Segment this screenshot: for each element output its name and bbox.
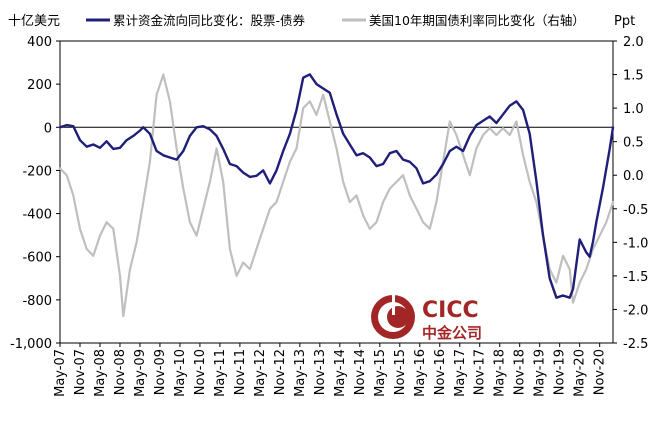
x-axis-tick-label: Nov-19 [553, 349, 568, 395]
right-axis-tick-label: -2.5 [623, 337, 648, 352]
x-axis-tick-label: Nov-15 [393, 349, 408, 395]
series-layer [58, 73, 615, 318]
x-axis-tick-label: Nov-13 [313, 349, 328, 395]
left-axis: 400 200 0 -200 -400 -600 -800 -1,000 [10, 35, 60, 352]
left-axis-unit: 十亿美元 [8, 14, 60, 29]
left-axis-tick-label: 200 [27, 78, 52, 93]
right-axis-tick-label: -1.0 [623, 236, 648, 251]
left-axis-tick-label: -600 [22, 251, 52, 266]
right-axis-tick-label: -0.5 [623, 203, 648, 218]
cicc-emblem-icon [371, 295, 415, 339]
x-axis-tick-label: May-16 [413, 349, 428, 397]
x-axis-tick-label: May-10 [173, 349, 188, 397]
series-line-treasury-yield-change [58, 73, 615, 318]
right-axis-tick-label: 1.5 [623, 69, 644, 84]
left-axis-tick-label: -400 [22, 208, 52, 223]
left-axis-tick-label: 0 [44, 121, 52, 136]
x-axis-tick-label: Nov-17 [473, 349, 488, 395]
x-axis-tick-label: Nov-11 [233, 349, 248, 395]
x-axis-tick-label: May-17 [453, 349, 468, 397]
series-line-equity-bond-flow [58, 73, 615, 299]
left-axis-tick-label: 400 [27, 35, 52, 50]
plot-area [59, 40, 614, 344]
right-axis-tick-label: 2.0 [623, 35, 644, 50]
x-axis-tick-label: May-07 [53, 349, 68, 397]
x-axis-tick-label: Nov-16 [433, 349, 448, 395]
x-axis-tick-label: May-14 [333, 349, 348, 397]
x-axis-tick-label: May-20 [573, 349, 588, 397]
x-axis-tick-label: May-11 [213, 349, 228, 397]
x-axis-tick-label: Nov-09 [153, 349, 168, 395]
x-axis-tick-label: Nov-14 [353, 349, 368, 395]
x-axis-tick-label: Nov-08 [113, 349, 128, 395]
cicc-logo-chinese: 中金公司 [422, 324, 482, 342]
right-axis-tick-label: 0.5 [623, 136, 644, 151]
legend: 累计资金流向同比变化：股票-债券 美国10年期国债利率同比变化（右轴） [86, 13, 585, 28]
right-axis: 2.0 1.5 1.0 0.5 0.0 -0.5 -1.0 -1.5 -2.0 -2.5 [613, 35, 648, 352]
x-axis-tick-label: Nov-07 [73, 349, 88, 395]
x-axis-tick-label: May-19 [533, 349, 548, 397]
legend-label-treasury-yield: 美国10年期国债利率同比变化（右轴） [369, 13, 585, 28]
legend-label-equity-bond: 累计资金流向同比变化：股票-债券 [113, 13, 306, 28]
cicc-logo: CICC 中金公司 [371, 295, 482, 342]
left-axis-tick-label: -800 [22, 294, 52, 309]
cicc-logo-latin: CICC [422, 298, 479, 323]
left-axis-tick-label: -1,000 [10, 337, 52, 352]
right-axis-tick-label: 1.0 [623, 102, 644, 117]
x-axis-tick-label: May-15 [373, 349, 388, 397]
x-axis-tick-label: Nov-12 [273, 349, 288, 395]
x-axis-tick-label: Nov-20 [593, 349, 608, 395]
right-axis-tick-label: -1.5 [623, 270, 648, 285]
x-axis-tick-label: May-09 [133, 349, 148, 397]
x-axis-tick-label: May-18 [493, 349, 508, 397]
right-axis-unit: Ppt [614, 14, 635, 29]
x-axis-tick-label: May-13 [293, 349, 308, 397]
x-axis-tick-label: May-12 [253, 349, 268, 397]
right-axis-tick-label: 0.0 [623, 169, 644, 184]
x-axis: May-07 Nov-07 May-08 Nov-08 May-09 Nov-09 May-… [53, 343, 608, 397]
left-axis-tick-label: -200 [22, 164, 52, 179]
x-axis-tick-label: Nov-10 [193, 349, 208, 395]
x-axis-tick-label: May-08 [93, 349, 108, 397]
x-axis-tick-label: Nov-18 [513, 349, 528, 395]
right-axis-tick-label: -2.0 [623, 303, 648, 318]
